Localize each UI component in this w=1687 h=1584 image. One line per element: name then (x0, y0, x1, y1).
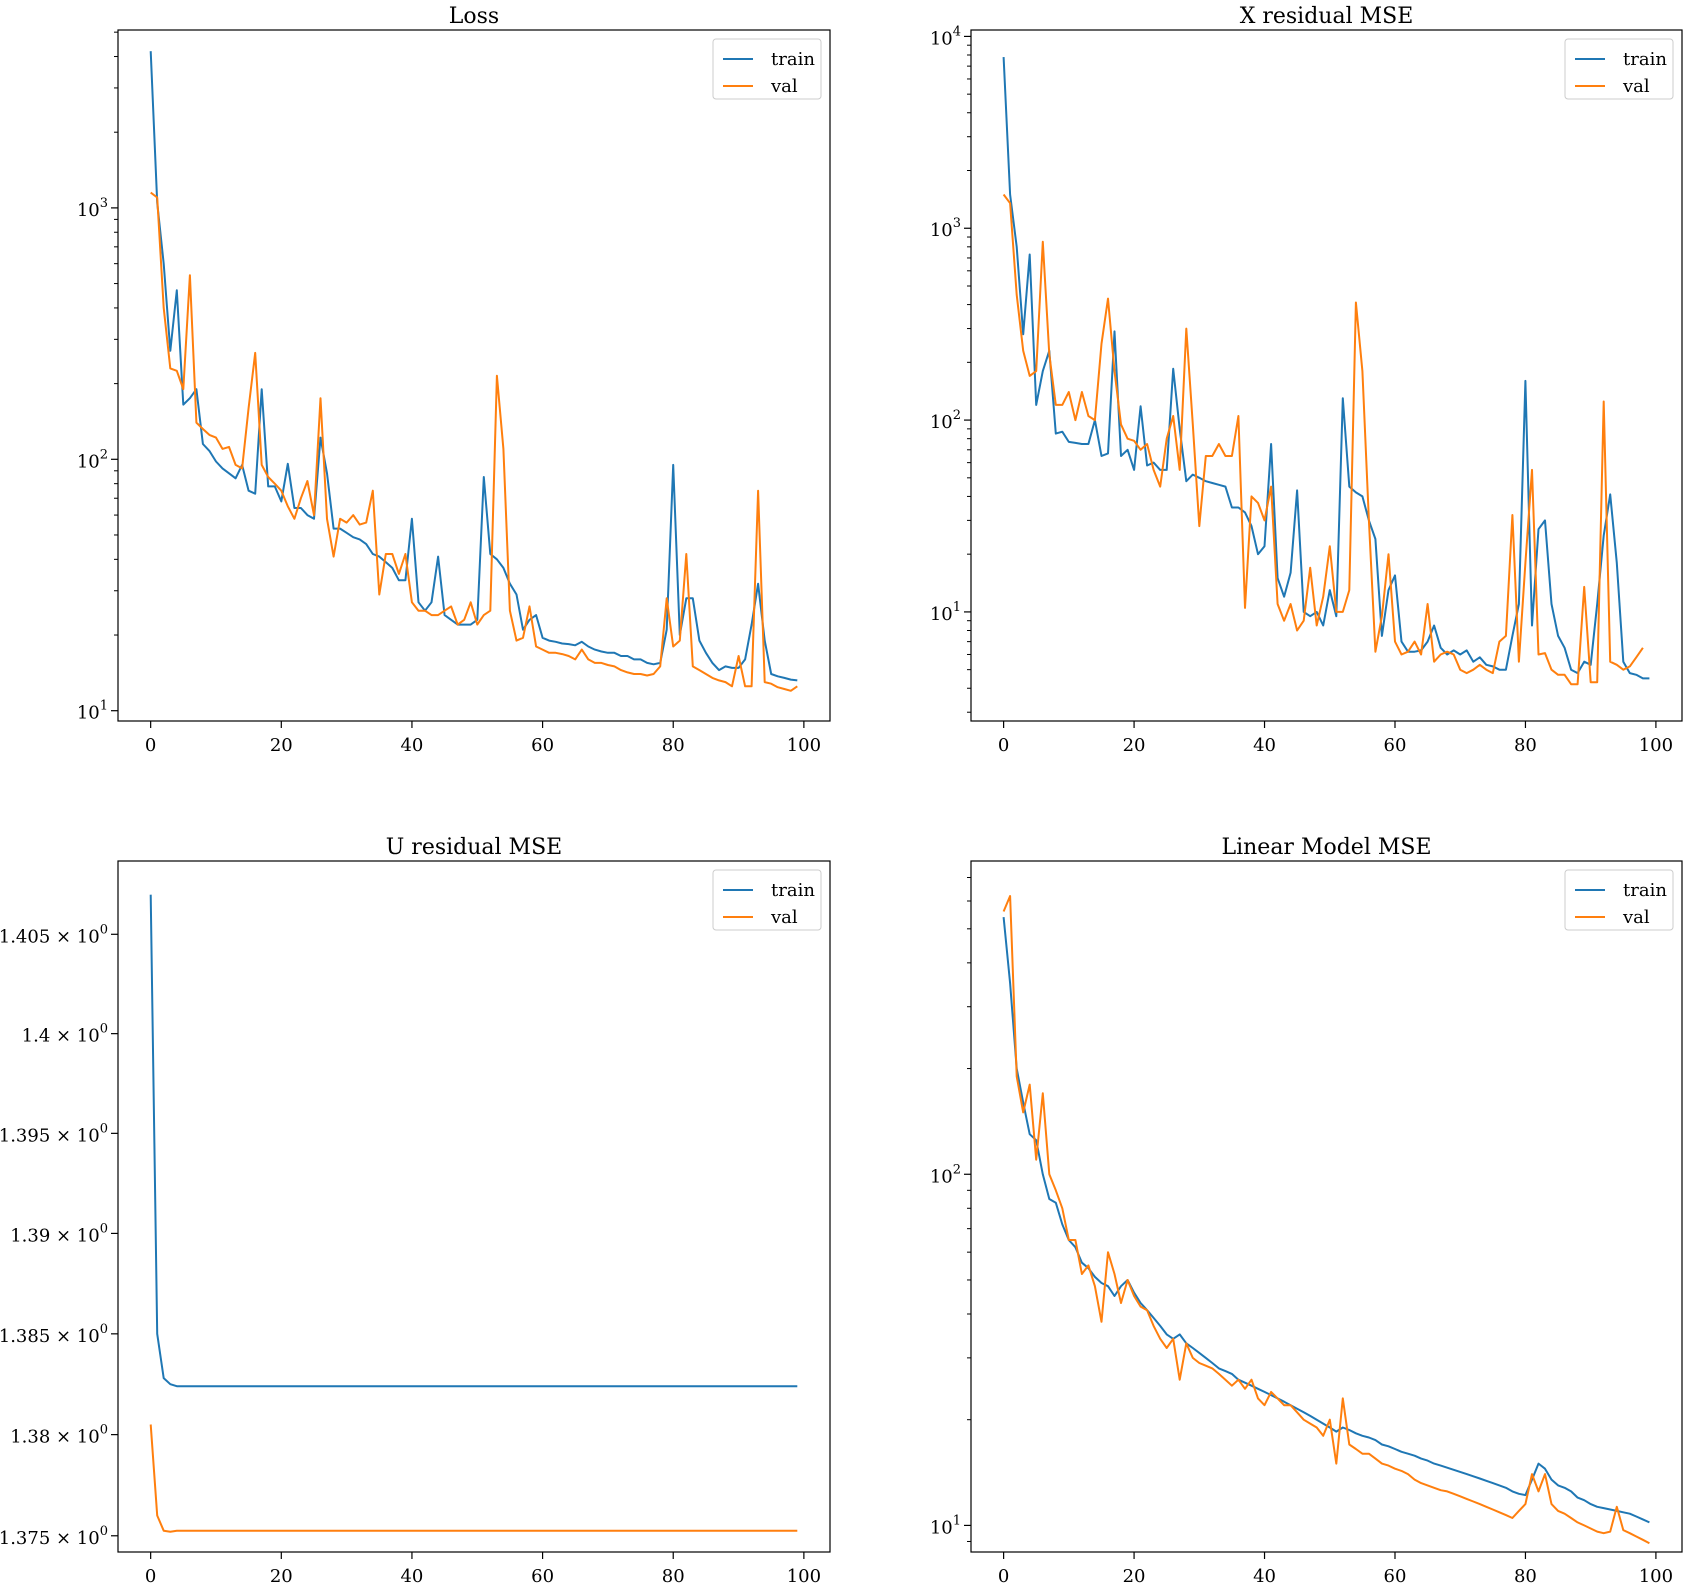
chart1-xtick-label: 40 (1253, 735, 1276, 756)
chart0-series-train-line (149, 51, 798, 682)
chart1-ytick-label: 104 (930, 24, 961, 49)
chart2-ytick-label: 1.4 × 100 (22, 1022, 108, 1047)
chart1-legend-label-train: train (1623, 49, 1667, 70)
chart0-legend-label-val: val (770, 76, 798, 97)
chart3-title: Linear Model MSE (1221, 835, 1431, 860)
chart0-xtick-label: 60 (531, 735, 554, 756)
chart1-panel: 0 20 40 60 80 100 101 102 103 104 X residual MSE tr… (930, 4, 1683, 756)
chart1-ytick-label: 102 (930, 408, 961, 433)
chart2-xtick-label: 40 (400, 1566, 423, 1584)
chart0-legend-label-train: train (771, 49, 815, 70)
chart3-series-train-line (1002, 917, 1650, 1524)
chart3-xtick-label: 80 (1514, 1566, 1537, 1584)
chart0-xtick-label: 80 (662, 735, 685, 756)
chart0-panel: 0 20 40 60 80 100 101 102 103 Loss train val (77, 4, 831, 756)
chart2-ytick-label: 1.405 × 100 (0, 922, 108, 947)
chart2-legend: train val (712, 869, 822, 931)
chart1-series-val-line (1002, 193, 1644, 686)
chart3-legend: train val (1564, 869, 1674, 931)
chart3-legend-box (1564, 869, 1674, 931)
chart2-xtick-label: 20 (270, 1566, 293, 1584)
chart0-ytick-label: 103 (77, 196, 108, 221)
chart3-panel: 0 20 40 60 80 100 101 102 Linear Model MSE train v… (930, 835, 1683, 1584)
chart2-panel: 0 20 40 60 80 100 1.375 × 100 1.38 × 100 1.385 ×… (0, 835, 831, 1584)
chart2-axes-frame (117, 860, 831, 1553)
chart0-ytick-label: 101 (77, 699, 108, 724)
chart1-series-train-line (1002, 57, 1650, 680)
chart0-axes-frame (117, 29, 831, 722)
chart1-legend: train val (1564, 38, 1674, 100)
chart0-title: Loss (449, 4, 499, 29)
chart2-ytick-label: 1.375 × 100 (0, 1524, 108, 1549)
chart0-xtick-label: 40 (400, 735, 423, 756)
chart1-xtick-label: 0 (998, 735, 1009, 756)
chart2-legend-box (712, 869, 822, 931)
chart1-axes-frame (970, 29, 1683, 722)
chart2-xtick-label: 100 (787, 1566, 821, 1584)
chart0-ytick-label: 102 (77, 447, 108, 472)
chart1-ytick-label: 103 (930, 216, 961, 241)
chart0-legend: train val (712, 38, 822, 100)
chart0-xtick-label: 0 (145, 735, 156, 756)
chart1-xtick-label: 80 (1514, 735, 1537, 756)
chart3-xtick-label: 60 (1384, 1566, 1407, 1584)
chart0-xtick-label: 100 (787, 735, 821, 756)
chart3-ytick-label: 102 (930, 1162, 961, 1187)
chart2-series-val-line (149, 1424, 798, 1533)
chart1-title: X residual MSE (1240, 4, 1414, 29)
chart1-xtick-label: 20 (1123, 735, 1146, 756)
chart0-series-val-line (150, 191, 798, 692)
chart3-xtick-label: 40 (1253, 1566, 1276, 1584)
chart3-xtick-label: 100 (1639, 1566, 1673, 1584)
chart3-ytick-label: 101 (930, 1513, 961, 1538)
chart2-legend-label-train: train (771, 880, 815, 901)
chart0-xtick-label: 20 (270, 735, 293, 756)
chart3-xtick-label: 20 (1123, 1566, 1146, 1584)
chart2-ytick-label: 1.38 × 100 (10, 1423, 108, 1448)
chart1-legend-box (1564, 38, 1674, 100)
chart3-axes-frame (970, 860, 1683, 1553)
chart2-xtick-label: 0 (145, 1566, 156, 1584)
chart1-legend-label-val: val (1622, 76, 1650, 97)
chart3-xtick-label: 0 (998, 1566, 1009, 1584)
chart1-xtick-label: 100 (1639, 735, 1673, 756)
chart2-title: U residual MSE (386, 835, 562, 860)
chart2-series-train-line (149, 894, 798, 1388)
chart0-legend-box (712, 38, 822, 100)
chart1-xtick-label: 60 (1384, 735, 1407, 756)
chart2-ytick-label: 1.39 × 100 (10, 1221, 108, 1246)
chart2-ytick-label: 1.385 × 100 (0, 1322, 108, 1347)
chart3-series-val-line (1002, 895, 1650, 1545)
chart2-ytick-label: 1.395 × 100 (0, 1121, 108, 1146)
chart3-legend-label-val: val (1622, 907, 1650, 928)
chart2-xtick-label: 80 (662, 1566, 685, 1584)
chart3-legend-label-train: train (1623, 880, 1667, 901)
chart1-ytick-label: 101 (930, 600, 961, 625)
chart2-legend-label-val: val (770, 907, 798, 928)
chart2-xtick-label: 60 (531, 1566, 554, 1584)
